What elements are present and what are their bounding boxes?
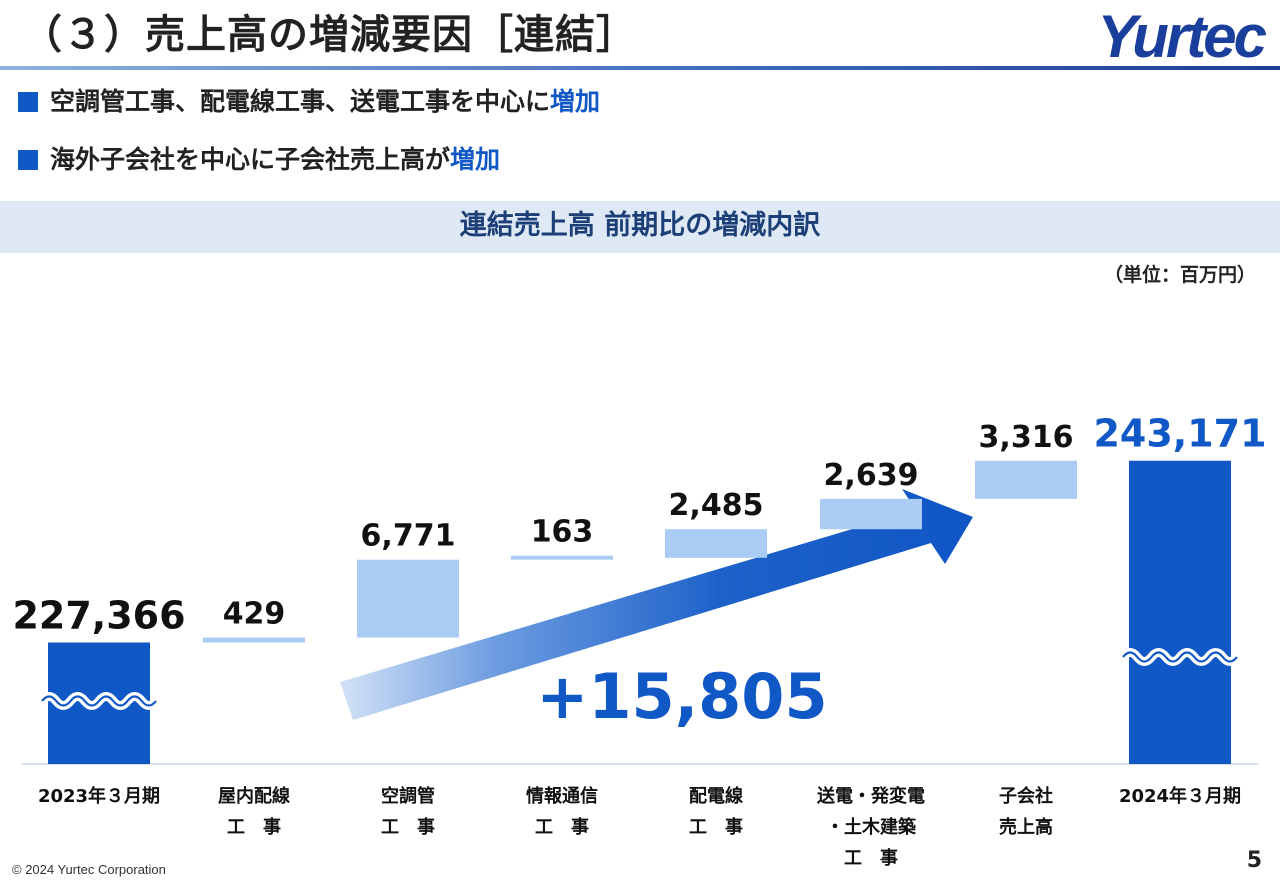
unit-label: （単位：百万円） — [1103, 264, 1256, 286]
x-tick-label: 空調管 — [381, 785, 435, 807]
x-tick-label: 情報通信 — [526, 785, 598, 807]
bullet-text: 海外子会社を中心に子会社売上高が — [50, 145, 451, 174]
bullet-highlight: 増加 — [450, 145, 501, 174]
data-label: 6,771 — [361, 519, 456, 554]
increase-bar — [357, 559, 459, 638]
x-tick-label: 2023年３月期 — [38, 785, 160, 807]
data-label: 227,366 — [12, 593, 185, 637]
increase-bar — [975, 460, 1077, 499]
increase-bar — [511, 555, 613, 560]
x-tick-label: 工 事 — [227, 816, 281, 838]
data-label: 2,639 — [824, 458, 919, 493]
total-bar — [1129, 460, 1231, 764]
page-number: 5 — [1246, 848, 1262, 873]
axis-break-edge — [1122, 651, 1238, 663]
x-tick-label: 工 事 — [689, 816, 743, 838]
data-label: 429 — [223, 597, 286, 632]
increase-bar — [665, 529, 767, 558]
x-tick-label: 子会社 — [999, 785, 1053, 807]
copyright: © 2024 Yurtec Corporation — [12, 862, 166, 877]
increase-arrow — [340, 489, 973, 720]
x-tick-label: 売上高 — [999, 816, 1053, 838]
data-label: 3,316 — [979, 420, 1074, 455]
page-title: （３）売上高の増減要因［連結］ — [22, 12, 637, 58]
x-tick-label: 工 事 — [381, 816, 435, 838]
bullet-highlight: 増加 — [550, 87, 601, 116]
increase-bar — [820, 498, 922, 530]
x-tick-label: ・土木建築 — [826, 816, 917, 838]
total-change-label: +15,805 — [536, 660, 827, 733]
chart-title-band: 連結売上高 前期比の増減内訳 — [0, 201, 1280, 253]
x-tick-label: 屋内配線 — [218, 785, 290, 807]
x-tick-label: 2024年３月期 — [1119, 785, 1241, 807]
data-label: 243,171 — [1093, 412, 1266, 456]
increase-bar — [203, 637, 305, 643]
x-tick-label: 送電・発変電 — [816, 785, 925, 807]
square-bullet-icon — [18, 150, 38, 170]
bullet-text: 空調管工事、配電線工事、送電工事を中心に — [50, 87, 551, 116]
square-bullet-icon — [18, 92, 38, 112]
axis-break-edge — [41, 695, 157, 707]
data-label: 163 — [531, 515, 594, 550]
x-tick-label: 配電線 — [689, 785, 743, 807]
yurtec-logo: Yurtec — [1097, 3, 1267, 70]
data-label: 2,485 — [669, 488, 764, 523]
x-tick-label: 工 事 — [844, 847, 898, 869]
x-tick-label: 工 事 — [535, 816, 589, 838]
bullet-item: 海外子会社を中心に子会社売上高が増加 — [18, 140, 500, 176]
title-divider — [0, 66, 1280, 70]
bullet-item: 空調管工事、配電線工事、送電工事を中心に増加 — [18, 82, 600, 118]
